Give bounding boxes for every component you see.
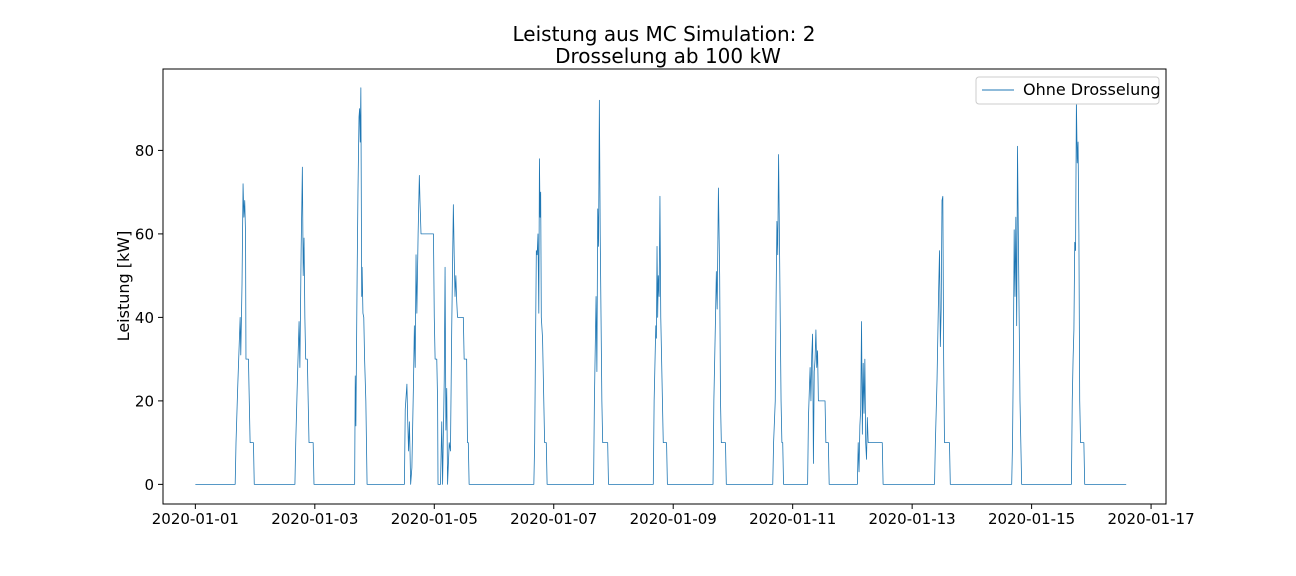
legend-box	[975, 76, 1160, 105]
y-tick-label: 80	[135, 142, 154, 160]
y-axis: 0 20 40 60 80	[135, 142, 163, 494]
x-tick-label: 2020-01-09	[630, 510, 717, 528]
series-line-ohne-drosselung	[195, 87, 1127, 485]
y-tick-label: 0	[144, 476, 154, 494]
x-tick-label: 2020-01-01	[152, 510, 239, 528]
x-tick-label: 2020-01-17	[1107, 510, 1194, 528]
x-axis: 2020-01-01 2020-01-03 2020-01-05 2020-01-07…	[152, 504, 1195, 528]
x-tick-label: 2020-01-11	[749, 510, 836, 528]
series-layer	[195, 87, 1127, 485]
y-axis-label: Leistung [kW]	[114, 231, 133, 342]
y-tick-label: 60	[135, 225, 154, 243]
y-tick-label: 40	[135, 309, 154, 327]
legend: Ohne Drosselung	[975, 76, 1161, 105]
legend-label-ohne-drosselung: Ohne Drosselung	[1023, 80, 1161, 99]
x-tick-label: 2020-01-03	[271, 510, 358, 528]
chart-title: Leistung aus MC Simulation: 2	[513, 22, 816, 46]
x-tick-label: 2020-01-13	[869, 510, 956, 528]
chart-subtitle: Drosselung ab 100 kW	[555, 44, 781, 68]
y-tick-label: 20	[135, 392, 154, 410]
plot-area-frame	[162, 68, 1167, 505]
x-tick-label: 2020-01-05	[391, 510, 478, 528]
x-tick-label: 2020-01-15	[988, 510, 1075, 528]
x-tick-label: 2020-01-07	[510, 510, 597, 528]
